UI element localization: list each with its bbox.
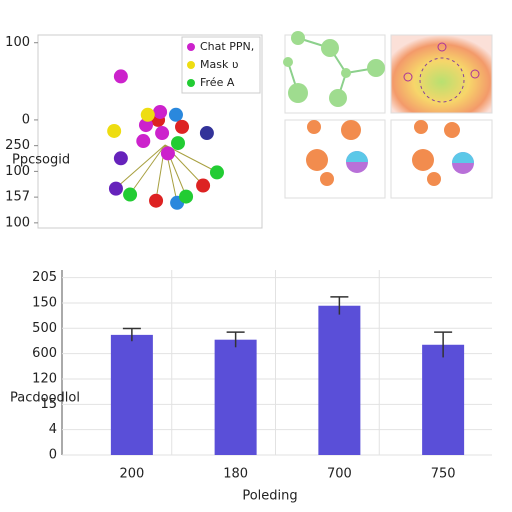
bar xyxy=(110,334,153,455)
point xyxy=(209,165,224,180)
legend-label: Frée A xyxy=(200,76,235,89)
point xyxy=(140,107,155,122)
point xyxy=(136,134,151,149)
point xyxy=(196,178,211,193)
y-axis-label: Pacdoodlol xyxy=(10,391,80,406)
x-tick-label: 750 xyxy=(431,467,456,482)
thumbnail-heatmap xyxy=(390,34,493,114)
point xyxy=(155,126,170,141)
point xyxy=(113,69,128,84)
bar xyxy=(214,339,257,455)
x-tick-label: 180 xyxy=(223,467,248,482)
point xyxy=(199,126,214,141)
point xyxy=(171,136,185,151)
x-tick-label: 200 xyxy=(119,467,144,482)
thumbnail-network xyxy=(283,31,386,114)
y-tick-label: 100 xyxy=(5,215,30,230)
y-axis-label: Ppcsogid xyxy=(12,153,70,168)
y-tick-label: 15 xyxy=(40,397,57,412)
point xyxy=(107,123,122,138)
y-tick-label: 4 xyxy=(49,422,57,437)
y-tick-label: 0 xyxy=(49,448,57,463)
point xyxy=(175,119,190,134)
y-tick-label: 250 xyxy=(5,138,30,153)
point xyxy=(168,107,183,122)
legend-label: Chat PPN, xyxy=(200,40,254,53)
point xyxy=(108,181,123,196)
x-tick-label: 700 xyxy=(327,467,352,482)
y-tick-label: 100 xyxy=(5,164,30,179)
legend-label: Mask ʋ xyxy=(200,58,238,71)
point xyxy=(113,151,128,166)
legend xyxy=(181,36,261,94)
y-tick-label: 0 xyxy=(22,112,30,127)
y-tick-label: 600 xyxy=(32,346,57,361)
point xyxy=(153,104,168,119)
y-tick-label: 500 xyxy=(32,321,57,336)
x-axis-label: Poleding xyxy=(242,489,297,504)
y-tick-label: 205 xyxy=(32,270,57,285)
y-tick-label: 157 xyxy=(5,190,30,205)
y-tick-label: 120 xyxy=(32,371,57,386)
point xyxy=(160,146,175,161)
point xyxy=(123,187,138,202)
y-tick-label: 100 xyxy=(5,35,30,50)
bar xyxy=(318,305,361,455)
point xyxy=(138,118,153,133)
point xyxy=(179,189,194,204)
y-tick-label: 150 xyxy=(32,295,57,310)
plot-frame xyxy=(37,34,263,229)
bar xyxy=(422,344,465,455)
legend-swatch xyxy=(187,79,195,87)
legend-swatch xyxy=(187,61,195,69)
thumbnail-bubbles xyxy=(284,119,493,199)
point xyxy=(149,193,164,208)
legend-swatch xyxy=(187,43,195,51)
